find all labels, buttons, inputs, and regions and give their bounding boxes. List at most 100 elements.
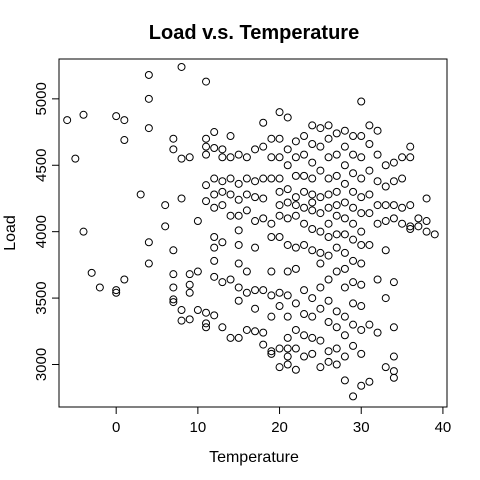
data-point [259, 340, 268, 349]
data-point [308, 349, 317, 358]
data-point [169, 298, 178, 307]
data-point [218, 187, 227, 196]
data-point [283, 240, 292, 249]
data-point [373, 126, 382, 135]
data-point [210, 143, 219, 152]
data-point [275, 344, 284, 353]
data-point [381, 161, 390, 170]
data-point [291, 153, 300, 162]
data-point [71, 154, 80, 163]
data-point [381, 201, 390, 210]
data-point [308, 121, 317, 130]
data-point [251, 145, 260, 154]
data-point [308, 246, 317, 255]
data-point [226, 174, 235, 183]
x-tick-label: 40 [435, 419, 452, 436]
data-point [357, 325, 366, 334]
data-point [202, 197, 211, 206]
data-point [316, 124, 325, 133]
data-point [332, 243, 341, 252]
data-point [414, 222, 423, 231]
data-point [242, 174, 251, 183]
data-point [308, 206, 317, 215]
data-point [373, 219, 382, 228]
data-point [161, 222, 170, 231]
data-point [389, 278, 398, 287]
data-point [324, 134, 333, 143]
data-point [136, 190, 145, 199]
data-point [267, 312, 276, 321]
data-point [308, 174, 317, 183]
data-point [144, 124, 153, 133]
data-point [340, 376, 349, 385]
data-point [275, 288, 284, 297]
data-point [414, 214, 423, 223]
data-point [177, 62, 186, 71]
data-point [340, 352, 349, 361]
data-point [283, 214, 292, 223]
data-point [242, 325, 251, 334]
data-point [283, 291, 292, 300]
data-point [398, 174, 407, 183]
data-point [349, 169, 358, 178]
data-point [161, 201, 170, 210]
data-point [251, 193, 260, 202]
data-point [291, 201, 300, 210]
data-point [242, 288, 251, 297]
data-point [202, 150, 211, 159]
x-tick-label: 20 [271, 419, 288, 436]
data-point [308, 140, 317, 149]
x-axis: 0 10 20 30 40 [112, 406, 452, 436]
data-point [340, 142, 349, 151]
data-point [291, 264, 300, 273]
data-point [193, 267, 202, 276]
data-point [349, 256, 358, 265]
data-point [389, 177, 398, 186]
data-point [177, 306, 186, 315]
data-point [202, 319, 211, 328]
data-point [251, 177, 260, 186]
data-point [242, 190, 251, 199]
data-point [169, 295, 178, 304]
data-point [218, 201, 227, 210]
data-point [259, 194, 268, 203]
data-point [291, 344, 300, 353]
data-point [226, 190, 235, 199]
data-point [389, 367, 398, 376]
data-point [202, 77, 211, 86]
data-point [324, 190, 333, 199]
data-point [242, 206, 251, 215]
data-point [218, 145, 227, 154]
data-point [357, 193, 366, 202]
data-point [210, 190, 219, 199]
data-point [324, 317, 333, 326]
data-point [349, 392, 358, 401]
data-point [357, 280, 366, 289]
data-point [251, 304, 260, 313]
data-point [300, 203, 309, 212]
data-point [210, 272, 219, 281]
data-point [120, 275, 129, 284]
data-point [324, 174, 333, 183]
data-point [234, 283, 243, 292]
data-point [340, 264, 349, 273]
data-point [332, 267, 341, 276]
data-point [308, 158, 317, 167]
data-point [267, 347, 276, 356]
data-point [349, 278, 358, 287]
data-point [332, 171, 341, 180]
data-point [210, 203, 219, 212]
data-point [316, 209, 325, 218]
data-point [226, 333, 235, 342]
data-point [300, 286, 309, 295]
data-point [373, 177, 382, 186]
y-tick-label: 5000 [33, 82, 50, 115]
data-point [381, 217, 390, 226]
data-point [177, 154, 186, 163]
data-point [242, 153, 251, 162]
data-point [365, 240, 374, 249]
data-point [340, 248, 349, 257]
data-point [275, 174, 284, 183]
data-point [340, 331, 349, 340]
